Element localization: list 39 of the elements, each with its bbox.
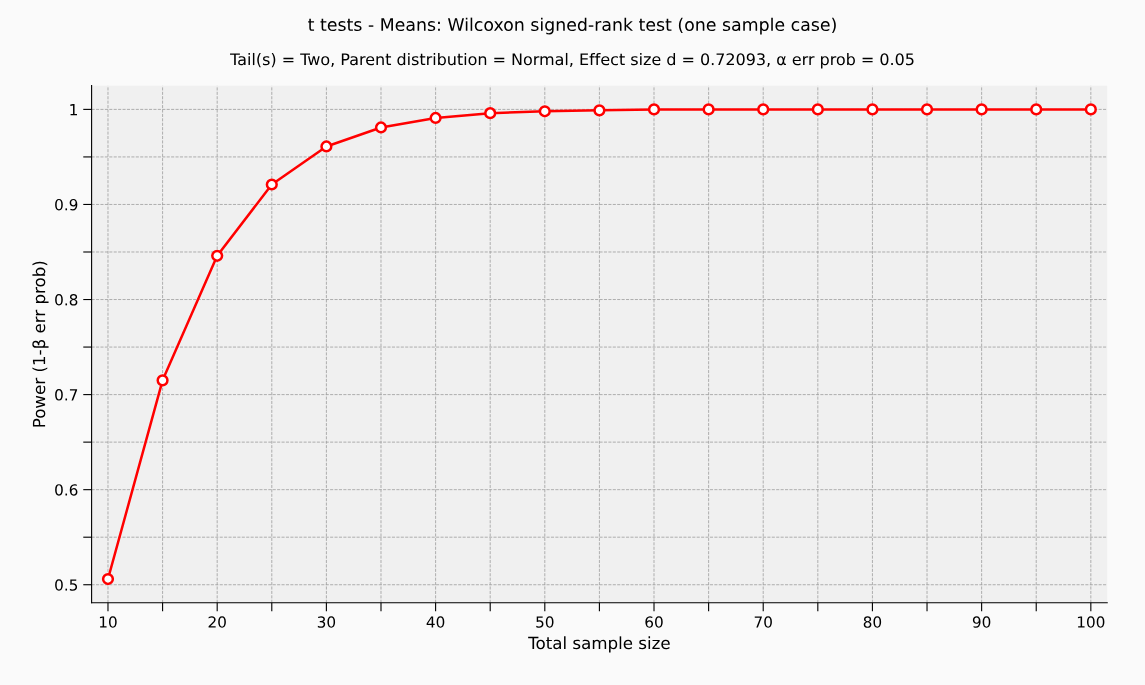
- point: [211, 249, 224, 262]
- chart-title: t tests - Means: Wilcoxon signed-rank test (one sample case): [308, 17, 836, 35]
- point: [757, 103, 770, 116]
- point: [1030, 103, 1043, 116]
- point: [866, 103, 879, 116]
- y-tick-label: 0.7: [55, 389, 78, 401]
- point: [1084, 103, 1097, 116]
- point: [320, 140, 333, 153]
- point: [156, 374, 169, 387]
- x-tick-label: 90: [972, 616, 991, 628]
- x-tick-label: 50: [536, 616, 554, 628]
- x-tick-label: 70: [754, 616, 772, 628]
- x-tick-label: 30: [317, 616, 336, 628]
- point: [265, 178, 278, 191]
- point: [975, 103, 988, 116]
- x-tick-label: 10: [99, 616, 117, 628]
- y-tick-label: 0.8: [55, 294, 78, 306]
- x-axis-title: Total sample size: [528, 636, 670, 653]
- point: [538, 105, 551, 118]
- point: [702, 103, 715, 116]
- x-tick-label: 20: [208, 616, 226, 628]
- x-tick-label: 40: [426, 616, 445, 628]
- x-tick-label: 100: [1077, 616, 1105, 628]
- x-tick-label: 60: [645, 616, 663, 628]
- y-tick-label: 1: [70, 104, 77, 116]
- y-tick-label: 0.9: [55, 198, 78, 211]
- y-tick-label: 0.6: [55, 484, 78, 496]
- x-tick-label: 80: [863, 616, 882, 628]
- chart-subtitle: Tail(s) = Two, Parent distribution = Normal, Effect size d = 0.72093, α err prob = 0.05: [230, 52, 914, 69]
- point: [811, 103, 824, 116]
- point: [647, 103, 661, 116]
- point: [920, 103, 934, 116]
- point: [484, 107, 497, 120]
- point: [374, 121, 388, 134]
- point: [593, 104, 606, 117]
- y-tick-label: 0.5: [55, 579, 78, 591]
- point: [101, 572, 115, 586]
- y-axis-title: Power (1-β err prob): [32, 261, 49, 427]
- point: [429, 111, 442, 125]
